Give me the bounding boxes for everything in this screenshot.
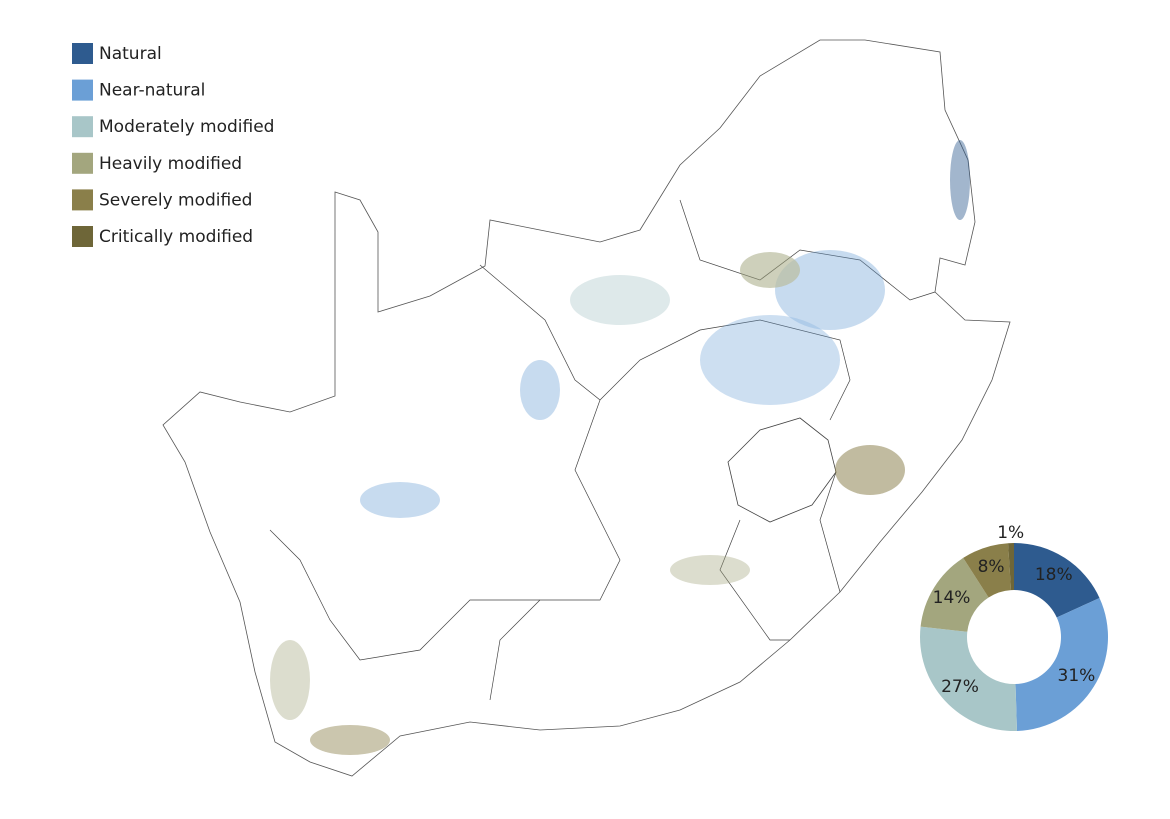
border bbox=[819, 471, 841, 593]
value-label: 14% bbox=[933, 588, 971, 608]
patch bbox=[740, 252, 800, 288]
country-outline bbox=[162, 39, 1011, 777]
legend-swatch bbox=[72, 79, 93, 101]
patch bbox=[775, 250, 885, 330]
patch bbox=[520, 360, 560, 420]
map bbox=[162, 39, 1011, 777]
donut-chart: 18% 31% 27% 14% 8% 1% bbox=[919, 523, 1108, 732]
value-label: 27% bbox=[941, 677, 979, 697]
legend-swatch bbox=[72, 152, 93, 174]
patch bbox=[360, 482, 440, 518]
donut-slice bbox=[1015, 597, 1108, 731]
donut-slice bbox=[919, 626, 1017, 732]
patch bbox=[835, 445, 905, 495]
legend-label: Near-natural bbox=[99, 81, 205, 101]
patch bbox=[270, 640, 310, 720]
donut-slice bbox=[963, 543, 1012, 598]
province-borders bbox=[269, 199, 936, 701]
river-patches bbox=[270, 140, 970, 755]
value-label: 31% bbox=[1058, 666, 1096, 686]
patch bbox=[700, 315, 840, 405]
legend-label: Natural bbox=[99, 44, 162, 64]
legend-label: Moderately modified bbox=[99, 117, 274, 137]
legend-label: Critically modified bbox=[99, 227, 253, 247]
border bbox=[679, 199, 936, 301]
patch bbox=[670, 555, 750, 585]
legend-label: Heavily modified bbox=[99, 154, 242, 174]
donut-slice bbox=[1008, 543, 1014, 591]
border bbox=[479, 264, 621, 701]
patch bbox=[950, 140, 970, 220]
value-label: 1% bbox=[997, 523, 1024, 543]
legend-swatch bbox=[72, 189, 93, 211]
patch bbox=[310, 725, 390, 755]
donut-slice bbox=[920, 557, 989, 632]
border bbox=[269, 529, 540, 661]
border bbox=[599, 319, 851, 421]
donut-slice bbox=[1014, 543, 1100, 618]
legend: Natural Near-natural Moderately modified He… bbox=[72, 43, 274, 247]
legend-swatch bbox=[72, 116, 93, 138]
value-label: 8% bbox=[978, 557, 1005, 577]
legend-label: Severely modified bbox=[99, 190, 252, 210]
patch bbox=[570, 275, 670, 325]
value-label: 18% bbox=[1035, 565, 1073, 585]
border bbox=[719, 519, 790, 641]
legend-swatch bbox=[72, 43, 93, 64]
legend-swatch bbox=[72, 226, 93, 247]
